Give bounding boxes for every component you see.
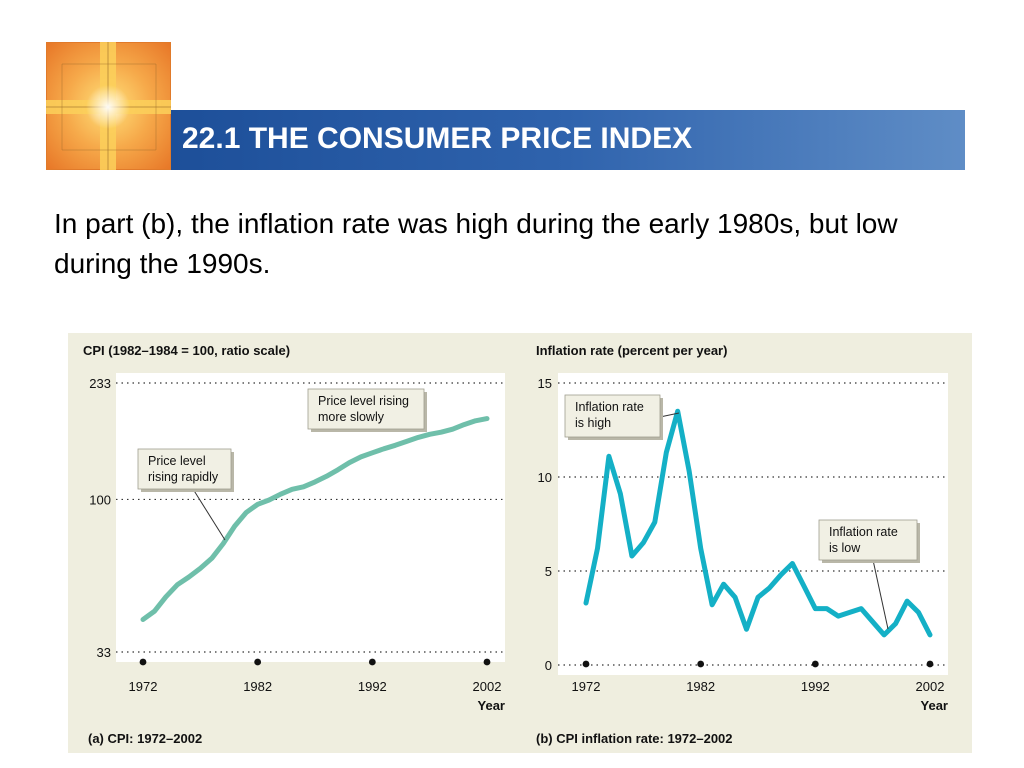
panel-b-x-tick-dot (926, 660, 934, 668)
panel-a-x-tick-label: 1982 (243, 679, 272, 694)
panel-a-annotation-1-text: Price level (148, 454, 206, 468)
panel-a-x-tick-dot (368, 658, 376, 666)
panel-b-annotation-2-box (818, 519, 918, 561)
panel-b-y-tick-label: 5 (545, 564, 552, 579)
panel-a-x-axis-label: Year (478, 698, 505, 713)
panel-b-x-tick-label: 2002 (916, 679, 945, 694)
panel-b-annotation-2-text: is low (829, 541, 861, 555)
panel-a-annotation-1-leader (192, 488, 226, 541)
panel-b-annotation-1-text: is high (575, 416, 611, 430)
panel-b-x-axis-label: Year (921, 698, 948, 713)
panel-a-annotation-2-text: Price level rising (318, 394, 409, 408)
panel-a-x-tick-dot (483, 658, 491, 666)
panel-a-annotation-2-box (307, 388, 425, 430)
panel-b-data-line (583, 408, 933, 638)
panel-b-caption: (b) CPI inflation rate: 1972–2002 (536, 731, 733, 746)
cpi-charts: CPI (1982–1984 = 100, ratio scale)331002… (83, 343, 948, 746)
panel-b-x-tick-label: 1992 (801, 679, 830, 694)
panel-a-x-tick-dot (139, 658, 147, 666)
panel-a-annotation-1-box (137, 448, 232, 490)
panel-a-title: CPI (1982–1984 = 100, ratio scale) (83, 343, 290, 358)
panel-a-data-line (140, 416, 490, 622)
panel-b-x-tick-dot (582, 660, 590, 668)
panel-b-annotation-2-leader (872, 559, 889, 630)
panel-b-title: Inflation rate (percent per year) (536, 343, 727, 358)
panel-b-annotation-1-box (564, 394, 661, 438)
panel-a-annotation-1-text: rising rapidly (148, 470, 219, 484)
panel-b-y-tick-label: 15 (538, 376, 552, 391)
title-bar: 22.1 THE CONSUMER PRICE INDEX (171, 110, 965, 170)
panel-b-x-tick-label: 1972 (572, 679, 601, 694)
panel-a-annotation-2-text: more slowly (318, 410, 385, 424)
slide-body-text: In part (b), the inflation rate was high… (54, 208, 898, 279)
orange-cross-logo-icon (46, 42, 171, 170)
panel-a-y-tick-label: 33 (97, 645, 111, 660)
panel-a-caption: (a) CPI: 1972–2002 (88, 731, 202, 746)
panel-a-x-tick-label: 2002 (473, 679, 502, 694)
panel-b-annotation-1-leader (659, 412, 680, 418)
panel-a-y-tick-label: 233 (89, 376, 111, 391)
panel-b-y-tick-label: 0 (545, 658, 552, 673)
slide-title: 22.1 THE CONSUMER PRICE INDEX (182, 122, 693, 155)
panel-b-annotation-2-text: Inflation rate (829, 525, 898, 539)
panel-b-x-tick-dot (697, 660, 705, 668)
panel-b-x-tick-dot (811, 660, 819, 668)
panel-a-x-tick-label: 1992 (358, 679, 387, 694)
panel-b-annotation-1-text: Inflation rate (575, 400, 644, 414)
cpi-figure: CPI (1982–1984 = 100, ratio scale) 33 100 2… (68, 333, 972, 753)
panel-a-x-tick-dot (254, 658, 262, 666)
panel-a-x-tick-label: 1972 (129, 679, 158, 694)
panel-b-y-tick-label: 10 (538, 470, 552, 485)
panel-b-x-tick-label: 1982 (686, 679, 715, 694)
panel-a-y-tick-label: 100 (89, 492, 111, 507)
